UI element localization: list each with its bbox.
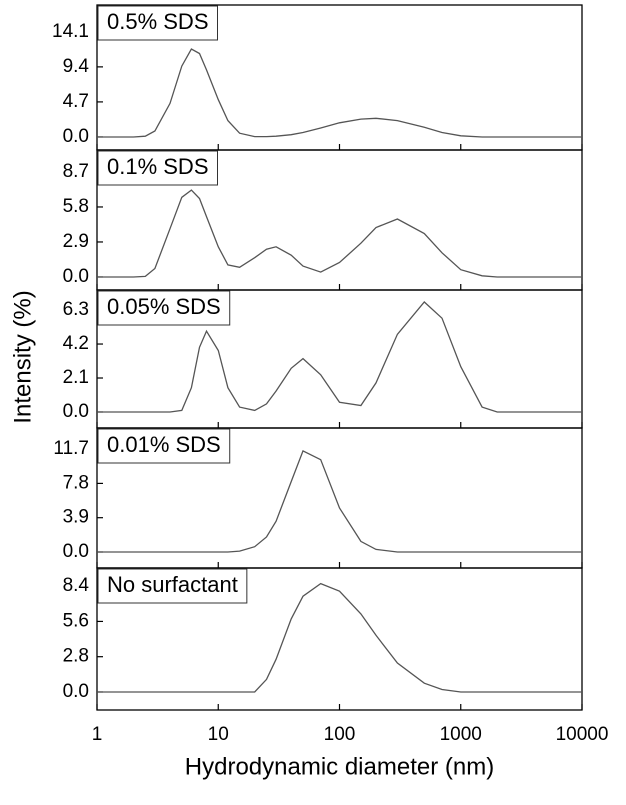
y-tick-label: 8.4 — [63, 575, 90, 596]
y-tick-label: 14.1 — [52, 21, 89, 42]
panel-label: 0.05% SDS — [107, 294, 221, 319]
y-tick-label: 0.0 — [63, 541, 89, 562]
y-tick-label: 8.7 — [63, 161, 89, 182]
y-tick-label: 2.9 — [63, 231, 89, 252]
panel-label-box — [97, 150, 218, 186]
y-tick-label: 5.6 — [63, 610, 89, 631]
y-tick-label: 0.0 — [63, 266, 89, 287]
x-tick-label: 100 — [324, 724, 356, 745]
y-tick-label: 0.0 — [63, 126, 89, 147]
y-tick-label: 11.7 — [53, 438, 89, 459]
panel-label-box — [97, 290, 231, 326]
line — [97, 48, 582, 138]
y-tick-label: 0.0 — [63, 401, 89, 422]
y-tick-label: 2.1 — [63, 367, 89, 388]
y-tick-label: 9.4 — [63, 56, 90, 77]
y-tick-label: 3.9 — [63, 507, 89, 528]
x-axis-title: Hydrodynamic diameter (nm) — [185, 753, 494, 780]
line — [97, 301, 582, 413]
panel-label: No surfactant — [107, 572, 238, 597]
x-tick-label: 1 — [92, 724, 103, 745]
line — [97, 449, 582, 553]
panel-label-box — [97, 5, 218, 41]
x-tick-label: 10000 — [556, 724, 609, 745]
panel-label-box — [97, 568, 248, 604]
line — [97, 582, 582, 693]
panel-label-box — [97, 428, 231, 464]
panel-label: 0.5% SDS — [107, 9, 209, 34]
panel-label: 0.1% SDS — [107, 154, 209, 179]
x-tick-label: 10 — [208, 724, 229, 745]
y-tick-label: 7.8 — [63, 472, 89, 493]
line — [97, 189, 582, 278]
x-tick-label: 1000 — [440, 724, 482, 745]
y-tick-label: 5.8 — [63, 196, 89, 217]
y-tick-label: 4.7 — [63, 91, 89, 112]
y-tick-label: 0.0 — [63, 681, 89, 702]
panel-label: 0.01% SDS — [107, 432, 221, 457]
y-tick-label: 2.8 — [63, 646, 89, 667]
y-tick-label: 4.2 — [63, 333, 89, 354]
y-axis-title: Intensity (%) — [9, 290, 36, 423]
y-tick-label: 6.3 — [63, 299, 89, 320]
